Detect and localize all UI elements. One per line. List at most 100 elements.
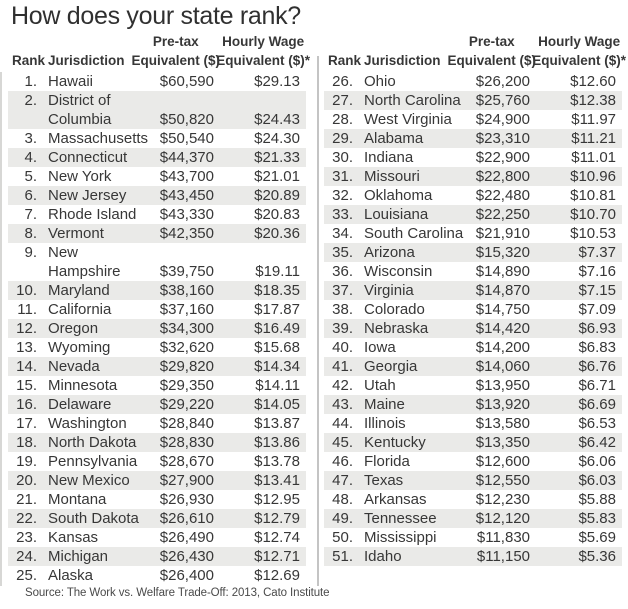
- cell-pretax: $14,420: [475, 320, 530, 337]
- cell-rank: 18.: [16, 434, 37, 451]
- cell-hourly: $5.83: [578, 510, 616, 527]
- table-header: Rank Jurisdiction Pre-tax Equivalent ($) …: [324, 30, 626, 70]
- table-row: 39. Nebraska $14,420 $6.93: [324, 319, 622, 338]
- cell-jurisdiction: West Virginia: [364, 111, 452, 128]
- cell-hourly: $13.87: [254, 415, 300, 432]
- table-row: 12. Oregon $34,300 $16.49: [8, 319, 306, 338]
- table-row: 17. Washington $28,840 $13.87: [8, 414, 306, 433]
- cell-rank: 13.: [16, 339, 37, 356]
- cell-pretax: $50,820: [159, 111, 214, 128]
- cell-rank: 1.: [24, 73, 37, 90]
- cell-jurisdiction: Indiana: [364, 149, 414, 166]
- cell-jurisdiction: Washington: [48, 415, 127, 432]
- cell-rank: 30.: [332, 149, 353, 166]
- source-attribution: Source: The Work vs. Welfare Trade-Off: …: [25, 587, 330, 599]
- column-header-rank: Rank: [328, 53, 362, 68]
- table-row: 10. Maryland $38,160 $18.35: [8, 281, 306, 300]
- cell-pretax: $25,760: [475, 92, 530, 109]
- cell-pretax: $23,310: [475, 130, 530, 147]
- cell-jurisdiction: Virginia: [364, 282, 414, 299]
- cell-pretax: $22,250: [475, 206, 530, 223]
- cell-rank: 41.: [332, 358, 353, 375]
- table-row: 38. Colorado $14,750 $7.09: [324, 300, 622, 319]
- table-row: 31. Missouri $22,800 $10.96: [324, 167, 622, 186]
- cell-pretax: $12,550: [475, 472, 530, 489]
- cell-rank: 9.: [24, 244, 37, 261]
- table-row: 1. Hawaii $60,590 $29.13: [8, 72, 306, 91]
- rank-table-right: Rank Jurisdiction Pre-tax Equivalent ($) …: [324, 30, 626, 566]
- cell-hourly: $12.69: [254, 567, 300, 584]
- cell-hourly: $7.16: [578, 263, 616, 280]
- table-row: 14. Nevada $29,820 $14.34: [8, 357, 306, 376]
- cell-pretax: $14,750: [475, 301, 530, 318]
- cell-rank: 28.: [332, 111, 353, 128]
- cell-jurisdiction: New Jersey: [48, 187, 127, 204]
- cell-rank: 26.: [332, 73, 353, 90]
- cell-jurisdiction: Oregon: [48, 320, 99, 337]
- cell-jurisdiction: Minnesota: [48, 377, 118, 394]
- cell-pretax: $21,910: [475, 225, 530, 242]
- table-row: 47. Texas $12,550 $6.03: [324, 471, 622, 490]
- table-row: 9. New Hampshire $39,750 $19.11: [8, 243, 306, 281]
- cell-jurisdiction: Arizona: [364, 244, 415, 261]
- cell-hourly: $5.36: [578, 548, 616, 565]
- table-row: 44. Illinois $13,580 $6.53: [324, 414, 622, 433]
- column-header-jurisdiction: Jurisdiction: [364, 53, 441, 68]
- table-row: 13. Wyoming $32,620 $15.68: [8, 338, 306, 357]
- table-row: 41. Georgia $14,060 $6.76: [324, 357, 622, 376]
- cell-jurisdiction: North Carolina: [364, 92, 461, 109]
- cell-hourly: $21.33: [254, 149, 300, 166]
- table-row: 28. West Virginia $24,900 $11.97: [324, 110, 622, 129]
- table-row: 26. Ohio $26,200 $12.60: [324, 72, 622, 91]
- cell-jurisdiction: District of Columbia: [48, 92, 112, 128]
- cell-hourly: $16.49: [254, 320, 300, 337]
- cell-pretax: $29,350: [159, 377, 214, 394]
- cell-hourly: $17.87: [254, 301, 300, 318]
- cell-pretax: $12,120: [475, 510, 530, 527]
- table-row: 49. Tennessee $12,120 $5.83: [324, 509, 622, 528]
- cell-jurisdiction: Alabama: [364, 130, 424, 147]
- cell-pretax: $34,300: [159, 320, 214, 337]
- table-row: 19. Pennsylvania $28,670 $13.78: [8, 452, 306, 471]
- cell-jurisdiction: California: [48, 301, 112, 318]
- cell-pretax: $14,200: [475, 339, 530, 356]
- cell-hourly: $12.71: [254, 548, 300, 565]
- cell-rank: 43.: [332, 396, 353, 413]
- cell-jurisdiction: Missouri: [364, 168, 420, 185]
- cell-pretax: $43,330: [159, 206, 214, 223]
- cell-rank: 37.: [332, 282, 353, 299]
- cell-rank: 12.: [16, 320, 37, 337]
- left-edge-rule: [0, 72, 2, 586]
- cell-pretax: $13,580: [475, 415, 530, 432]
- cell-rank: 8.: [24, 225, 37, 242]
- cell-hourly: $14.34: [254, 358, 300, 375]
- cell-jurisdiction: Maryland: [48, 282, 110, 299]
- cell-jurisdiction: Nebraska: [364, 320, 429, 337]
- cell-hourly: $15.68: [254, 339, 300, 356]
- cell-hourly: $7.37: [578, 244, 616, 261]
- cell-pretax: $12,600: [475, 453, 530, 470]
- cell-pretax: $44,370: [159, 149, 214, 166]
- cell-hourly: $13.78: [254, 453, 300, 470]
- table-row: 22. South Dakota $26,610 $12.79: [8, 509, 306, 528]
- table-row: 46. Florida $12,600 $6.06: [324, 452, 622, 471]
- table-row: 7. Rhode Island $43,330 $20.83: [8, 205, 306, 224]
- cell-jurisdiction: Ohio: [364, 73, 396, 90]
- cell-jurisdiction: Delaware: [48, 396, 112, 413]
- cell-rank: 2.: [24, 92, 37, 109]
- cell-pretax: $26,400: [159, 567, 214, 584]
- cell-pretax: $28,840: [159, 415, 214, 432]
- cell-hourly: $13.41: [254, 472, 300, 489]
- cell-pretax: $26,490: [159, 529, 214, 546]
- cell-rank: 25.: [16, 567, 37, 584]
- table-row: 21. Montana $26,930 $12.95: [8, 490, 306, 509]
- cell-jurisdiction: Mississippi: [364, 529, 437, 546]
- cell-pretax: $28,670: [159, 453, 214, 470]
- cell-hourly: $6.83: [578, 339, 616, 356]
- table-row: 48. Arkansas $12,230 $5.88: [324, 490, 622, 509]
- cell-hourly: $20.89: [254, 187, 300, 204]
- cell-jurisdiction: Iowa: [364, 339, 396, 356]
- cell-rank: 23.: [16, 529, 37, 546]
- table-row: 32. Oklahoma $22,480 $10.81: [324, 186, 622, 205]
- cell-hourly: $24.43: [254, 111, 300, 128]
